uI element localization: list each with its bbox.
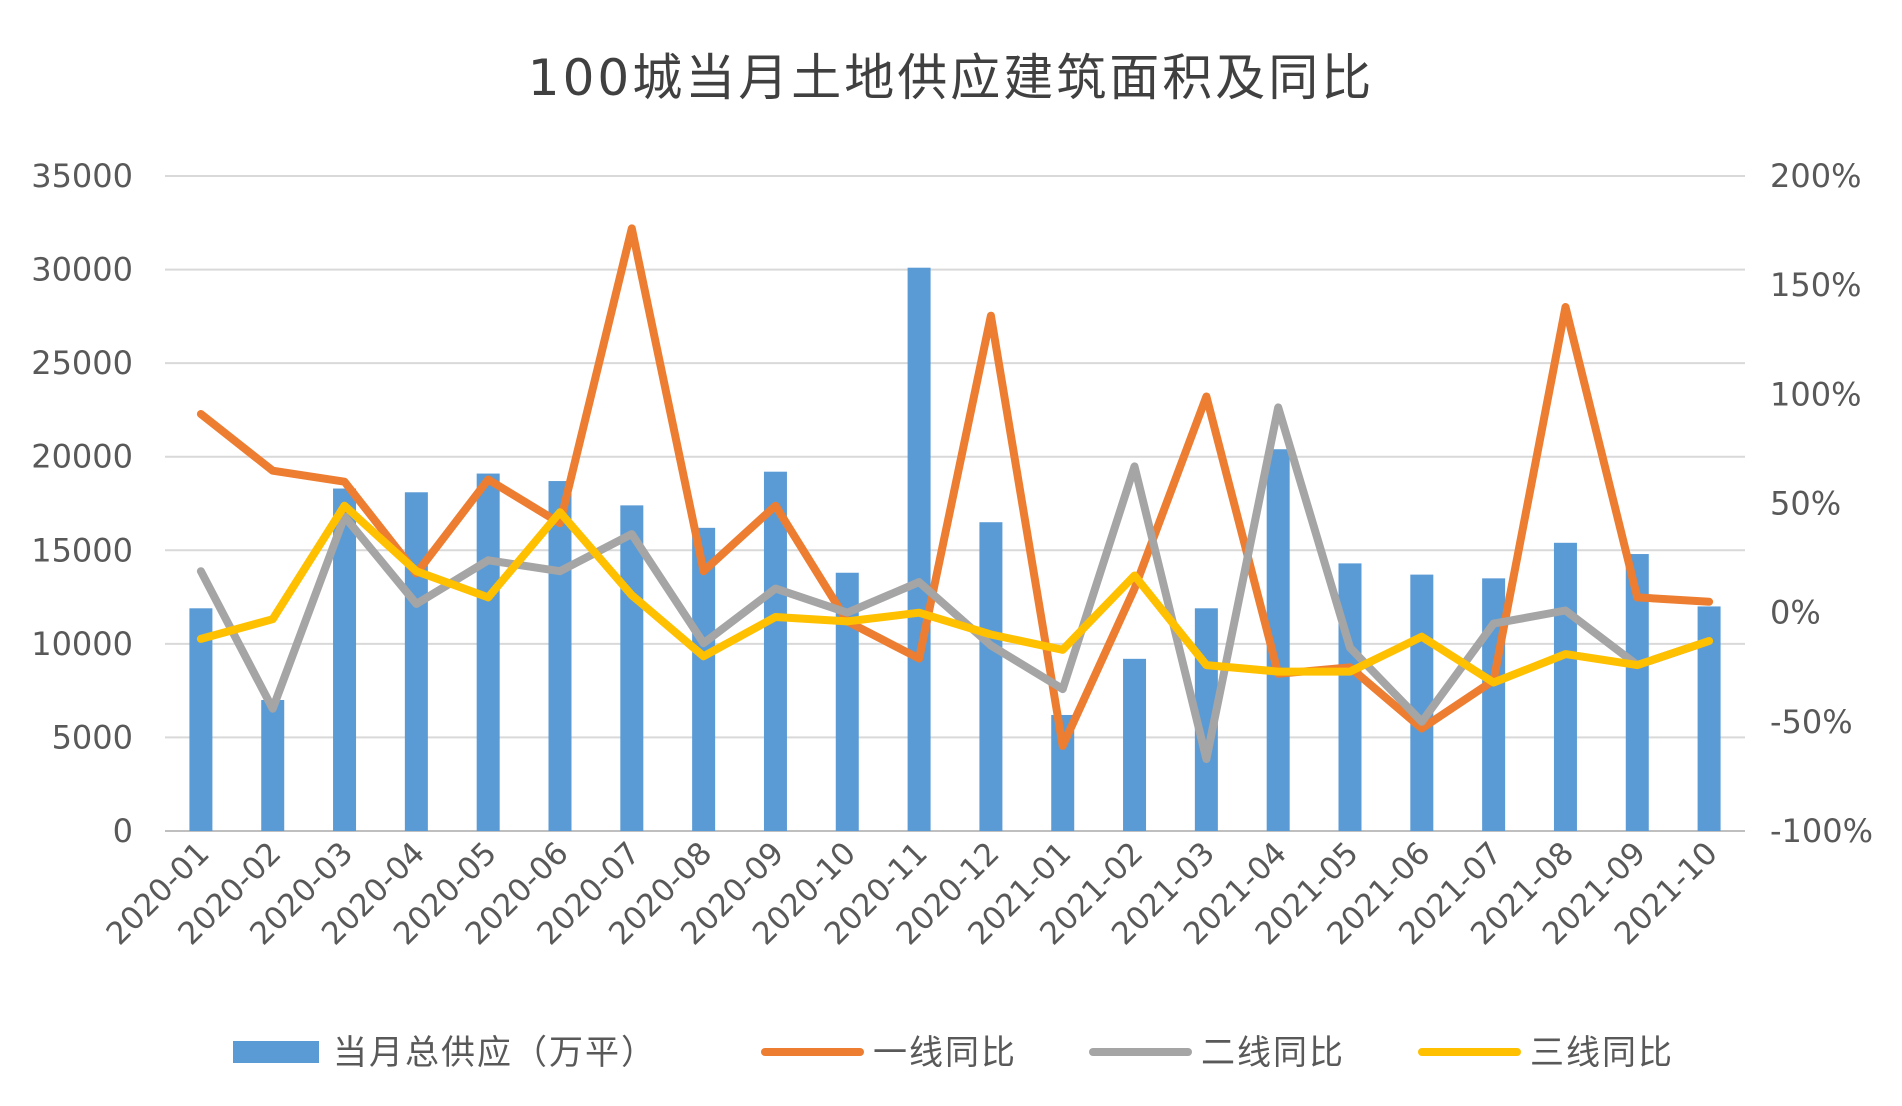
bar-2020-04 [404,492,428,831]
bar-2020-05 [476,473,500,831]
y-left-tick-label: 20000 [31,438,133,476]
legend-label-line-1: 一线同比 [873,1033,1017,1073]
bar-2021-09 [1625,554,1649,831]
bar-2021-05 [1338,563,1362,831]
bar-2020-02 [261,700,285,831]
legend-label-bar: 当月总供应（万平） [333,1033,657,1073]
bar-2020-11 [907,267,931,831]
y-left-tick-label: 15000 [31,531,133,569]
bar-2020-07 [620,505,644,831]
line-series-3 [196,501,1714,687]
bar-2020-12 [979,522,1003,831]
legend: 当月总供应（万平） 一线同比 二线同比 三线同比 [233,1033,1674,1073]
bar-2020-03 [333,488,357,831]
y-left-tick-label: 30000 [31,251,133,289]
bar-2021-01 [1051,714,1075,831]
y-right-tick-label: 100% [1770,375,1861,413]
bar-2021-06 [1410,574,1434,831]
bar-2021-08 [1553,542,1577,831]
y-right-tick-label: 50% [1770,485,1841,523]
y-left-tick-label: 10000 [31,625,133,663]
bar-2021-04 [1266,449,1290,831]
line-series-1 [196,224,1714,750]
legend-label-line-3: 三线同比 [1530,1033,1674,1073]
left-axis: 0 5000 10000 15000 20000 25000 30000 35000 [31,157,133,850]
gridlines [165,175,1745,832]
right-axis: -100% -50% 0% 50% 100% 150% 200% [1770,157,1873,850]
line-series-group [196,224,1714,763]
y-right-tick-label: 200% [1770,157,1861,195]
y-right-tick-label: -50% [1770,703,1853,741]
y-left-tick-label: 35000 [31,157,133,195]
bar-2021-07 [1482,578,1506,831]
bar-2020-06 [548,481,572,831]
bar-2020-01 [189,608,213,831]
y-left-tick-label: 25000 [31,344,133,382]
y-right-tick-label: -100% [1770,812,1873,850]
y-left-tick-label: 5000 [52,718,133,756]
bar-2021-10 [1697,606,1721,831]
legend-swatch-bar [233,1041,319,1063]
chart-title: 100城当月土地供应建筑面积及同比 [528,49,1374,107]
y-left-tick-label: 0 [113,812,133,850]
y-right-tick-label: 0% [1770,594,1821,632]
y-right-tick-label: 150% [1770,266,1861,304]
x-axis: 2020-012020-022020-032020-042020-052020-… [100,835,1725,952]
bar-2020-09 [763,471,787,831]
bar-2020-10 [835,572,859,831]
bar-2020-08 [692,527,716,831]
bar-2021-02 [1123,658,1147,831]
legend-label-line-2: 二线同比 [1201,1033,1345,1073]
